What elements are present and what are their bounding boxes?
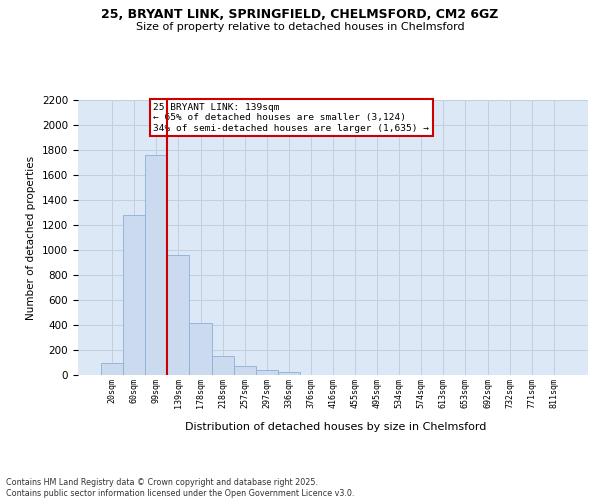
Bar [233,366,256,375]
Text: Size of property relative to detached houses in Chelmsford: Size of property relative to detached ho… [136,22,464,32]
Bar [190,322,212,375]
Text: Distribution of detached houses by size in Chelmsford: Distribution of detached houses by size … [185,422,487,432]
Y-axis label: Number of detached properties: Number of detached properties [26,156,37,320]
Bar [101,362,123,375]
Bar [167,255,190,375]
Bar [145,155,167,375]
Text: 25, BRYANT LINK, SPRINGFIELD, CHELMSFORD, CM2 6GZ: 25, BRYANT LINK, SPRINGFIELD, CHELMSFORD… [101,8,499,20]
Bar [278,372,300,375]
Bar [123,215,145,375]
Bar [212,356,233,375]
Text: Contains HM Land Registry data © Crown copyright and database right 2025.
Contai: Contains HM Land Registry data © Crown c… [6,478,355,498]
Text: 25 BRYANT LINK: 139sqm
← 65% of detached houses are smaller (3,124)
34% of semi-: 25 BRYANT LINK: 139sqm ← 65% of detached… [154,103,430,132]
Bar [256,370,278,375]
